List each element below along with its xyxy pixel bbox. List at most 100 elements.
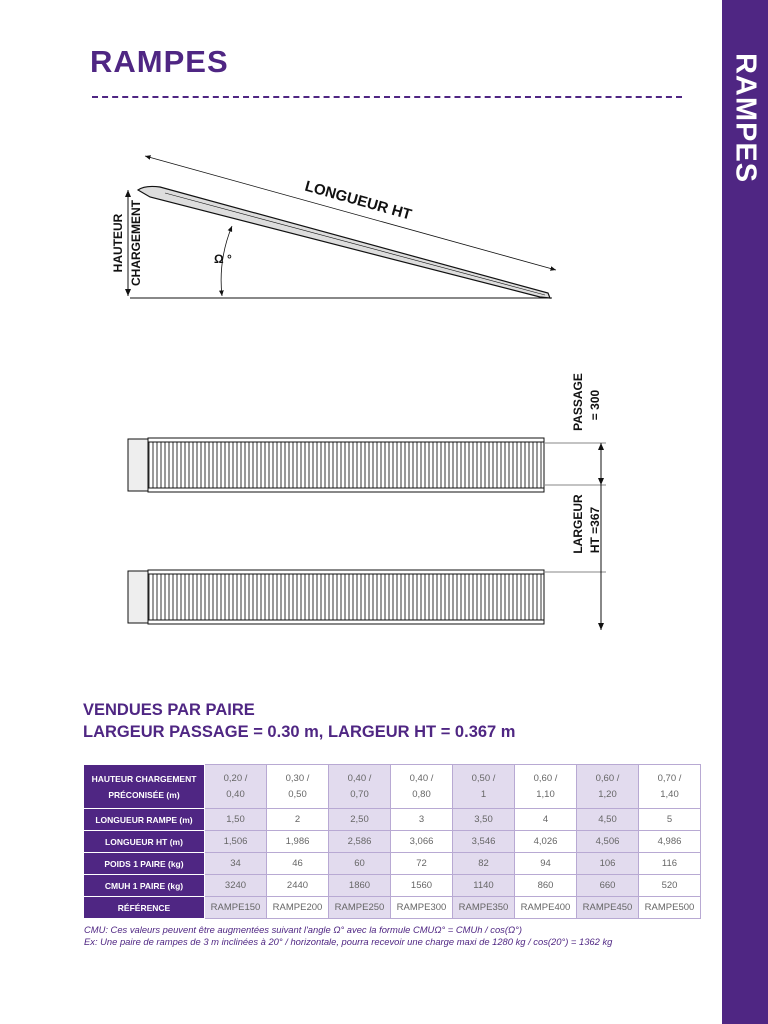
table-cell: 82	[452, 852, 515, 875]
table-cell: 4	[514, 808, 577, 831]
cell-line: 0,70 /	[657, 772, 682, 784]
table-cell: 34	[204, 852, 267, 875]
table-cell: 0,70 / 1,40	[638, 764, 701, 809]
dashed-rule	[92, 96, 682, 98]
length-label: LONGUEUR HT	[303, 178, 414, 224]
ramp-rail	[147, 619, 545, 625]
row-header: HAUTEUR CHARGEMENT PRÉCONISÉE (m)	[83, 764, 205, 809]
cell-line: 0,80	[412, 788, 431, 800]
table-cell: 4,986	[638, 830, 701, 853]
cell-line: 1	[480, 788, 487, 800]
table-cell: 1560	[390, 874, 453, 897]
table-cell: 60	[328, 852, 391, 875]
width-label: LARGEUR	[571, 494, 585, 554]
note: CMU: Ces valeurs peuvent être augmentées…	[84, 924, 522, 935]
table-cell: RAMPE500	[638, 896, 701, 919]
table-row: HAUTEUR CHARGEMENT PRÉCONISÉE (m) 0,20 /0…	[83, 764, 701, 809]
cell-line: 0,60 /	[533, 772, 558, 784]
page-title: RAMPES	[90, 44, 229, 79]
table-cell: RAMPE450	[576, 896, 639, 919]
ramp-hook	[127, 570, 149, 624]
table-cell: 2440	[266, 874, 329, 897]
row-header: RÉFÉRENCE	[83, 896, 205, 919]
table-cell: 2,586	[328, 830, 391, 853]
table-cell: 4,026	[514, 830, 577, 853]
table-cell: 1,986	[266, 830, 329, 853]
row-header: LONGUEUR RAMPE (m)	[83, 808, 205, 831]
ramp-rail	[147, 487, 545, 493]
table-cell: RAMPE350	[452, 896, 515, 919]
table-cell: 0,60 / 1,20	[576, 764, 639, 809]
table-cell: RAMPE200	[266, 896, 329, 919]
cell-line: 1,20	[598, 788, 617, 800]
table-cell: RAMPE150	[204, 896, 267, 919]
ramp-top	[147, 572, 545, 622]
ramp-rail	[147, 569, 545, 575]
table-cell: 3240	[204, 874, 267, 897]
ramp-rail	[147, 437, 545, 443]
table-cell: RAMPE400	[514, 896, 577, 919]
table-cell: 0,20 / 0,40	[204, 764, 267, 809]
spec-table: HAUTEUR CHARGEMENT PRÉCONISÉE (m) 0,20 /0…	[83, 764, 701, 919]
side-tab: RAMPES	[722, 0, 768, 1024]
table-row: LONGUEUR RAMPE (m) 1,50 2 2,50 3 3,50 4 4,50 5	[83, 808, 701, 831]
table-cell: 660	[576, 874, 639, 897]
height-label: CHARGEMENT	[129, 199, 143, 286]
technical-drawing: LONGUEUR HT HAUTEUR CHARGEMENT Ω ° PASSA…	[111, 155, 606, 630]
cell-line: 0,30 /	[285, 772, 310, 784]
table-row: RÉFÉRENCE RAMPE150 RAMPE200 RAMPE250 RAMPE30…	[83, 896, 701, 919]
cell-line: 0,40 /	[347, 772, 372, 784]
table-cell: 2	[266, 808, 329, 831]
table-cell: 3,066	[390, 830, 453, 853]
table-cell: 116	[638, 852, 701, 875]
angle-arc	[218, 225, 233, 297]
cell-line: 0,20 /	[223, 772, 248, 784]
table-cell: 0,30 / 0,50	[266, 764, 329, 809]
table-row: CMUH 1 PAIRE (kg) 3240 2440 1860 1560 1140 860…	[83, 874, 701, 897]
table-cell: 4,50	[576, 808, 639, 831]
table-cell: 1860	[328, 874, 391, 897]
cell-line: 1,10	[536, 788, 555, 800]
cell-line: 0,60 /	[595, 772, 620, 784]
table-cell: 0,40 / 0,70	[328, 764, 391, 809]
top-view	[127, 437, 606, 630]
height-label: HAUTEUR	[111, 213, 125, 272]
table-cell: 1140	[452, 874, 515, 897]
table-cell: 4,506	[576, 830, 639, 853]
side-view	[125, 155, 557, 299]
passage-label: = 300	[588, 389, 602, 420]
cell-line: 0,70	[350, 788, 369, 800]
table-cell: 1,50	[204, 808, 267, 831]
table-cell: 0,40 / 0,80	[390, 764, 453, 809]
table-cell: 72	[390, 852, 453, 875]
table-cell: 3,50	[452, 808, 515, 831]
table-row: LONGUEUR HT (m) 1,506 1,986 2,586 3,066 3,546…	[83, 830, 701, 853]
table-cell: 3	[390, 808, 453, 831]
table-cell: 3,546	[452, 830, 515, 853]
width-label: HT =367	[588, 506, 602, 553]
cell-line: 0,50	[288, 788, 307, 800]
subtitle: VENDUES PAR PAIRE	[83, 701, 255, 719]
ramp-top	[147, 440, 545, 490]
cell-line: 0,50 /	[471, 772, 496, 784]
row-header: POIDS 1 PAIRE (kg)	[83, 852, 205, 875]
table-cell: 1,506	[204, 830, 267, 853]
table-row: POIDS 1 PAIRE (kg) 34 46 60 72 82 94 106 116	[83, 852, 701, 875]
angle-label: Ω °	[214, 252, 232, 266]
ramp-hook	[127, 438, 149, 492]
note: Ex: Une paire de rampes de 3 m inclinées…	[84, 936, 613, 947]
table-cell: 0,50 / 1	[452, 764, 515, 809]
side-tab-label: RAMPES	[729, 52, 762, 184]
passage-label: PASSAGE	[571, 373, 585, 431]
table-cell: RAMPE300	[390, 896, 453, 919]
cell-line: 1,40	[660, 788, 679, 800]
table-cell: 46	[266, 852, 329, 875]
subtitle: LARGEUR PASSAGE = 0.30 m, LARGEUR HT = 0…	[83, 723, 516, 741]
row-header: CMUH 1 PAIRE (kg)	[83, 874, 205, 897]
table-cell: 860	[514, 874, 577, 897]
table-cell: RAMPE250	[328, 896, 391, 919]
table-cell: 0,60 / 1,10	[514, 764, 577, 809]
table-cell: 94	[514, 852, 577, 875]
